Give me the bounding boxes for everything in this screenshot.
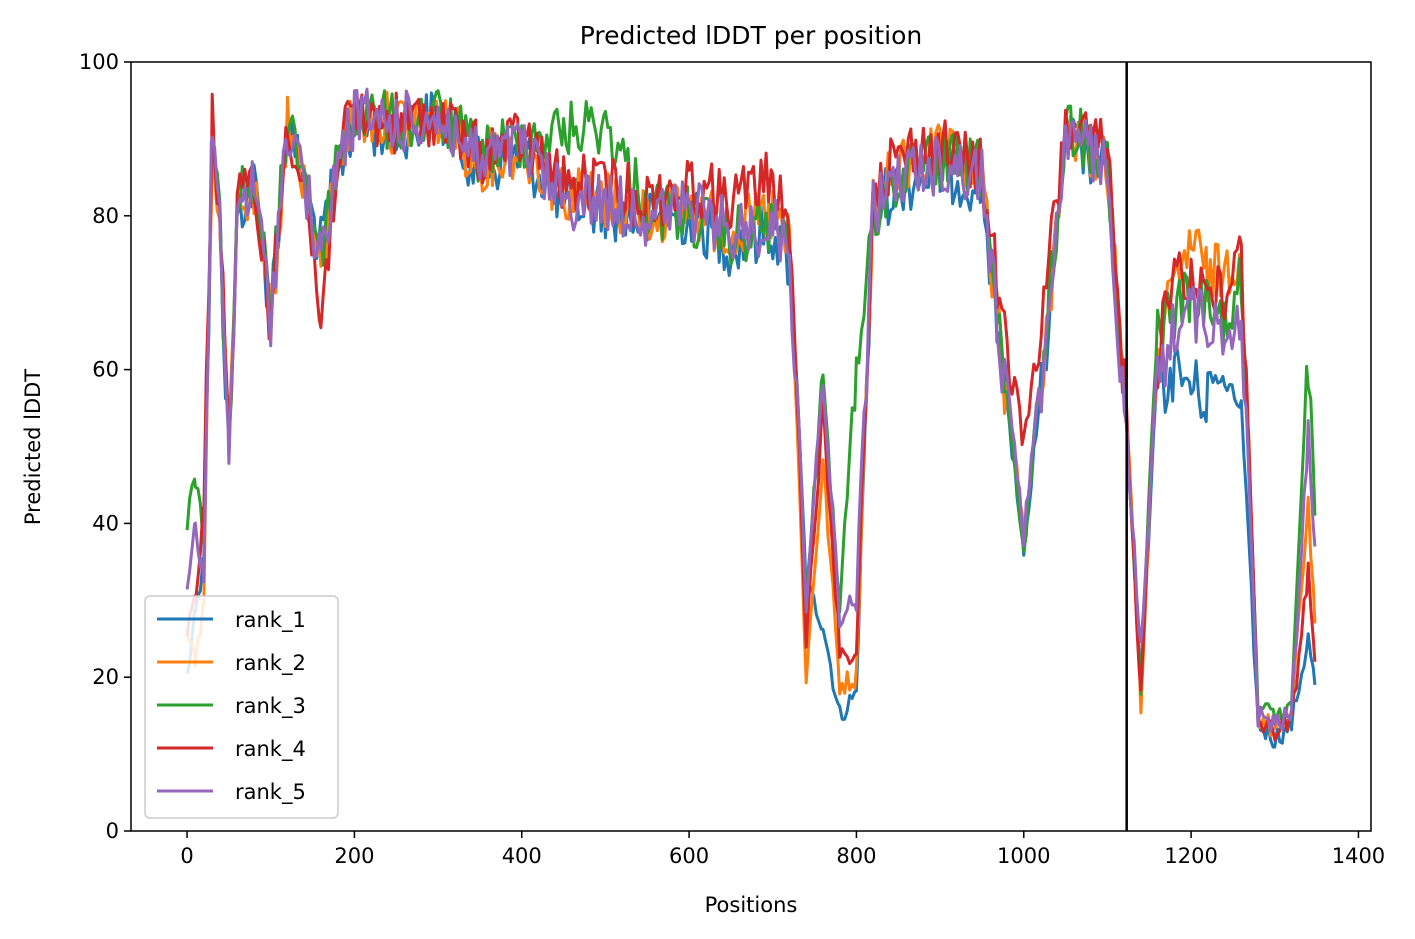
legend-label-rank-5: rank_5 xyxy=(235,780,306,805)
x-tick-label: 1400 xyxy=(1332,844,1385,868)
x-axis-title: Positions xyxy=(705,893,798,917)
y-tick-label: 0 xyxy=(106,819,119,843)
y-tick-label: 60 xyxy=(92,358,119,382)
x-tick-label: 0 xyxy=(180,844,193,868)
y-tick-label: 20 xyxy=(92,665,119,689)
legend-label-rank-2: rank_2 xyxy=(235,651,306,676)
legend-label-rank-1: rank_1 xyxy=(235,608,306,633)
y-axis-title: Predicted lDDT xyxy=(21,369,45,525)
series-line-rank-5 xyxy=(185,87,1317,733)
x-tick-label: 1000 xyxy=(997,844,1050,868)
x-tick-label: 800 xyxy=(836,844,876,868)
y-tick-label: 100 xyxy=(79,50,119,74)
legend-label-rank-4: rank_4 xyxy=(235,737,306,762)
legend-label-rank-3: rank_3 xyxy=(235,694,306,719)
y-tick-label: 80 xyxy=(92,204,119,228)
x-tick-label: 200 xyxy=(334,844,374,868)
y-tick-label: 40 xyxy=(92,511,119,535)
axes: 0 200 400 600 800 1000 1200 1400 0 20 40 60 80 100 xyxy=(79,50,1385,868)
plot-area xyxy=(185,62,1317,831)
legend: rank_1 rank_2 rank_3 rank_4 rank_5 xyxy=(144,595,339,819)
axes-frame xyxy=(130,61,1372,832)
legend-box xyxy=(144,595,339,819)
x-tick-label: 1200 xyxy=(1164,844,1217,868)
chart-title: Predicted lDDT per position xyxy=(580,21,922,50)
x-tick-label: 600 xyxy=(669,844,709,868)
x-tick-label: 400 xyxy=(502,844,542,868)
